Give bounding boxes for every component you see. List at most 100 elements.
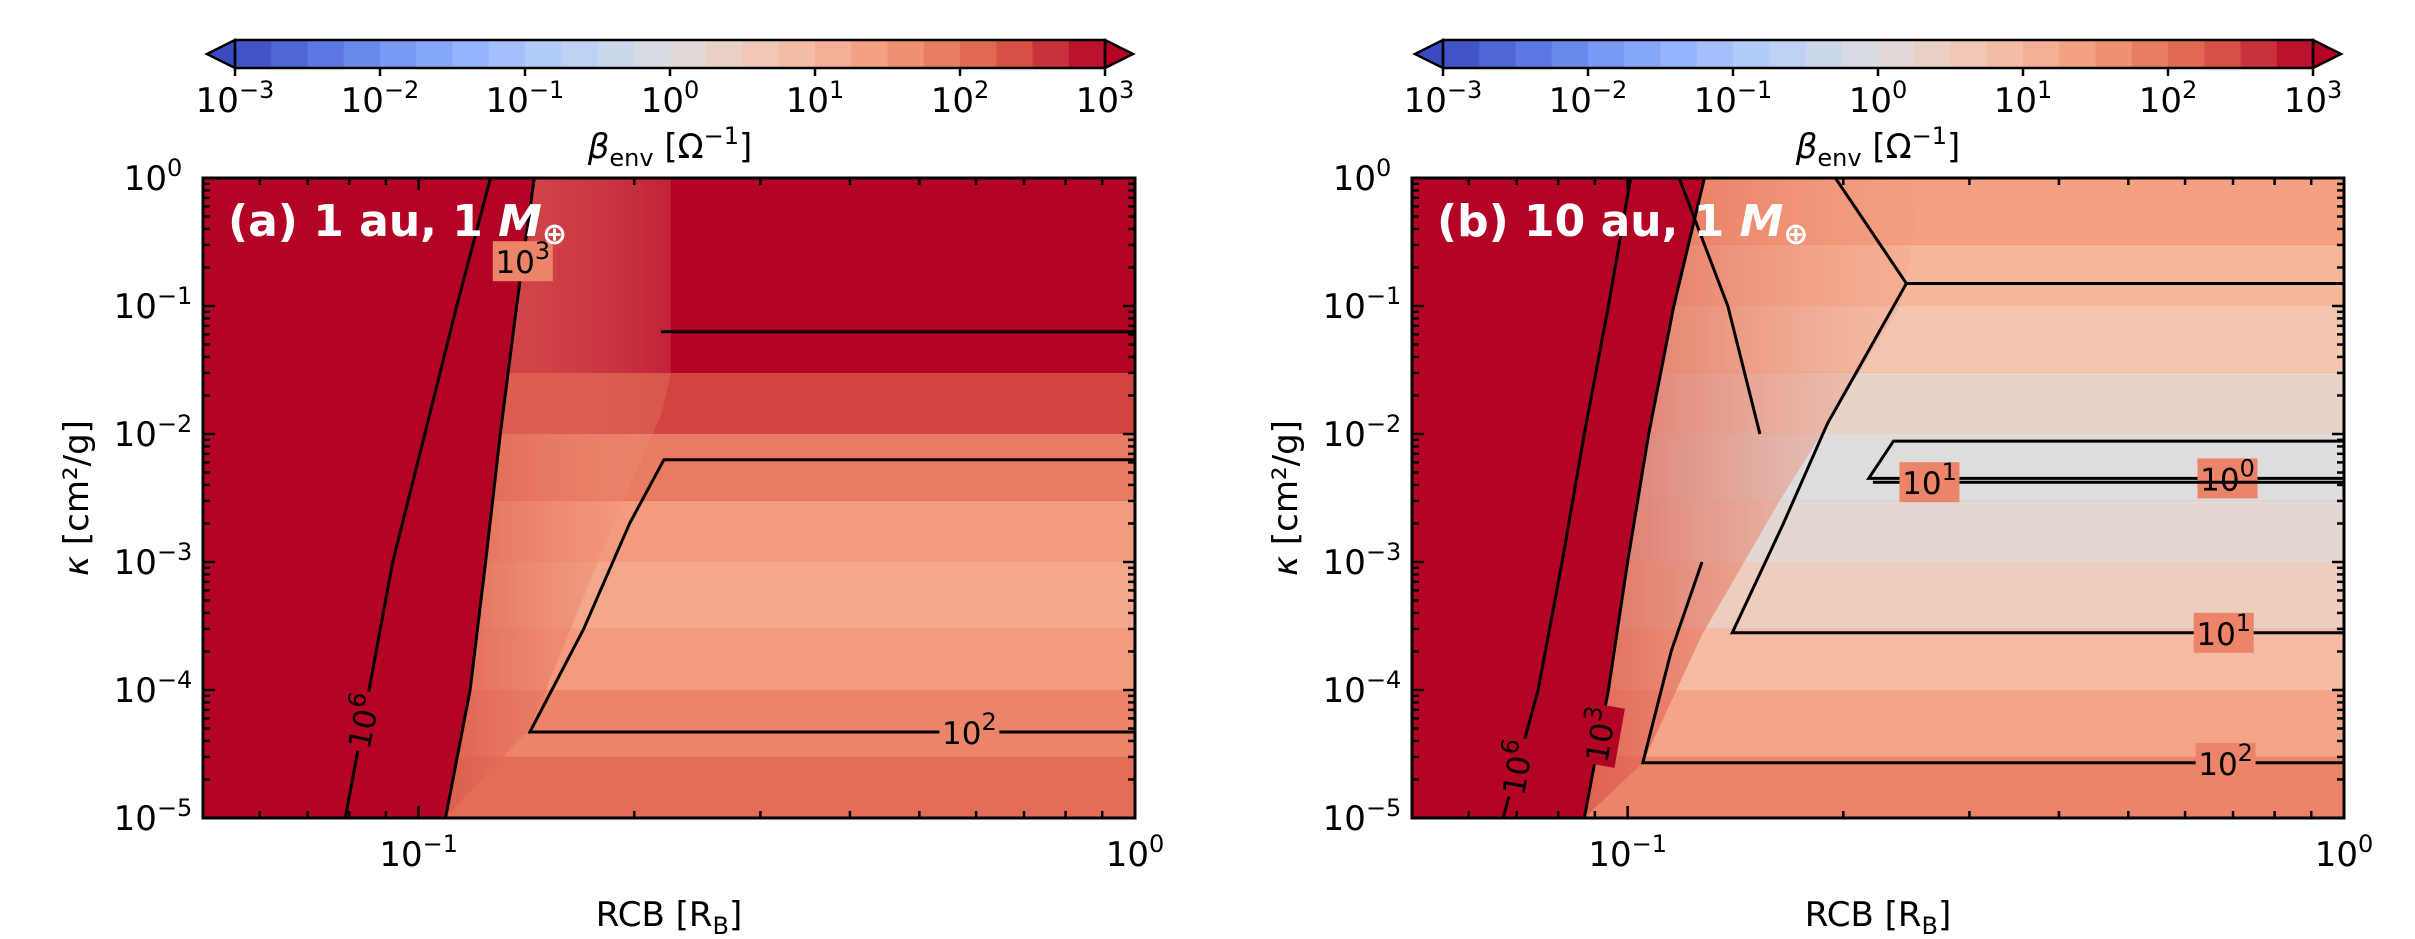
panel-b: 106 103 100 101 101 102 (b) 10 au, 1 M⊕ 10−1 100… [1266,37,2374,939]
colorbar-segment [2095,40,2133,68]
colorbar-segment [1696,40,1734,68]
contour-line [343,178,492,818]
colorbar-segment [1551,40,1589,68]
colorbar-segment [633,40,671,68]
colorbar-segment [307,40,345,68]
contour-label: 103 [495,237,550,281]
colorbar-segment [2023,40,2060,68]
contour-label-bg [1491,734,1542,801]
colorbar-tick-label: 103 [1076,76,1135,121]
contour-line [527,458,1135,734]
y-tick-label: 100 [1333,154,1392,199]
colorbar-segment [1068,40,1106,68]
contour-label: 102 [2198,739,2253,783]
contour-line [1640,561,2344,765]
y-axis-label-group: κ [cm²/g] [57,420,97,576]
colorbar-label: βenv [Ω−1] [1795,122,1961,172]
contour-label: 106 [334,689,388,752]
plot-frame [201,176,1137,820]
colorbar-extend-low [204,37,237,71]
colorbar-tick-label: 10−3 [1404,76,1483,121]
x-tick-label: 10−1 [1588,830,1667,875]
colorbar-segment [380,40,417,68]
contour-label-group: 102 [939,708,1000,752]
contour-label-bg [337,687,390,755]
panel-title: (a) 1 au, 1 M⊕ [228,196,567,252]
colorbar-segment [1660,40,1698,68]
contour-label-bg [1575,701,1625,768]
colorbar-segment [561,40,598,68]
colorbar-tick-label: 10−1 [1694,76,1773,121]
colorbar: 10−3 10−2 10−1 100 101 102 103 βenv [Ω−1] [196,37,1136,172]
colorbar-segment [1515,40,1553,68]
colorbar-extend-low [1412,37,1445,71]
contour-line [1501,178,1633,818]
colorbar-segment [1841,40,1879,68]
y-tick-label: 10−2 [1323,410,1402,455]
colorbar-segment [1479,40,1516,68]
y-tick-label: 100 [124,154,183,199]
colorbar-segment [1878,40,1915,68]
colorbar-label: βenv [Ω−1] [587,122,753,172]
colorbar-segment [2131,40,2169,68]
y-axis-label-group: κ [cm²/g] [1266,420,1306,576]
colorbar-segment [1733,40,1770,68]
beta-band [445,756,1135,818]
colorbar-segment [1588,40,1625,68]
contour-label: 102 [942,708,997,752]
contour-label: 101 [1902,458,1957,502]
colorbar-tick-label: 100 [1849,76,1908,121]
y-tick-label: 10−5 [1323,794,1402,839]
x-tick-label: 100 [2315,830,2374,875]
contour-label: 106 [1489,736,1542,798]
y-tick-label: 10−3 [114,538,193,583]
contour-label-group: 103 [1572,701,1625,768]
colorbar-tick-label: 10−2 [341,76,420,121]
panel-title: (b) 10 au, 1 M⊕ [1437,196,1809,252]
colorbar-extend-high [1103,37,1136,71]
plot-area: 106 103 102 [203,178,1135,818]
y-tick-label: 10−4 [114,666,193,711]
colorbar-segment [2240,40,2278,68]
colorbar-segment [778,40,816,68]
contour-label-group: 101 [2193,609,2254,653]
y-tick-label: 10−3 [1323,538,1402,583]
colorbar-segment [1986,40,2024,68]
x-tick-label: 100 [1106,830,1165,875]
colorbar-segment [996,40,1033,68]
colorbar-segment [815,40,852,68]
contour-label-bg [2193,612,2254,653]
contour-label-bg [1899,462,1960,503]
contour-label: 103 [1572,704,1625,766]
panel-a: 106 103 102 (a) 1 au, 1 M⊕ 10−1 100 RCB [RB] 10… [57,37,1165,939]
colorbar-tick-label: 101 [786,76,845,121]
y-axis-label: κ [cm²/g] [57,420,97,576]
contour-label-group: 101 [1899,458,1960,503]
colorbar-segment [597,40,635,68]
y-tick-label: 10−5 [114,794,193,839]
colorbar-segment [271,40,308,68]
colorbar-tick-label: 101 [1994,76,2053,121]
colorbar-segment [343,40,381,68]
colorbar-segment [1769,40,1806,68]
contour-label: 100 [2200,454,2255,498]
contour-label-bg [492,241,553,282]
contour-label-bg [2195,742,2256,783]
y-tick-label: 10−4 [1323,666,1402,711]
colorbar-segment [1805,40,1843,68]
colorbar-segment [1624,40,1661,68]
colorbar-tick-label: 102 [931,76,990,121]
colorbar-tick-label: 102 [2139,76,2198,121]
colorbar-tick-label: 103 [2284,76,2343,121]
beta-band [445,690,1135,757]
y-tick-label: 10−2 [114,410,193,455]
colorbar-tick-label: 10−2 [1549,76,1628,121]
contour-label-group: 103 [492,237,553,282]
colorbar-tick-label: 10−3 [196,76,275,121]
transition-fringe [445,178,671,818]
colorbar: 10−3 10−2 10−1 100 101 102 103 βenv [Ω−1] [1404,37,2344,172]
colorbar-segment [706,40,743,68]
colorbar-segment [1914,40,1951,68]
colorbar-segment [488,40,526,68]
